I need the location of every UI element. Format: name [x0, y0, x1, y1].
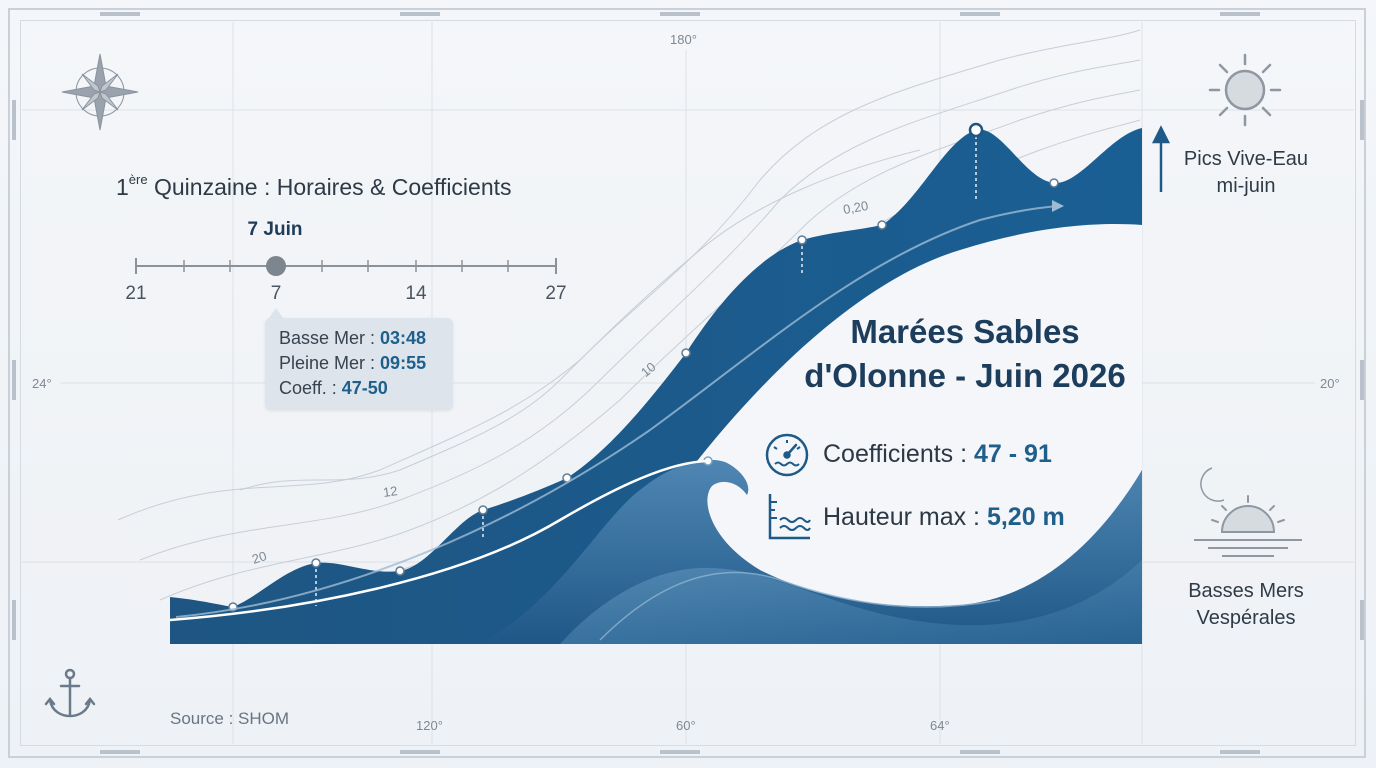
source-label: Source : SHOM — [170, 709, 290, 728]
degree-label-bottom-2: 60° — [676, 718, 696, 733]
cutout-sweep — [690, 224, 1142, 625]
flow-line-upper — [175, 205, 1059, 618]
degree-label-bottom-3: 64° — [930, 718, 950, 733]
heading-prefix: 1 — [116, 174, 129, 200]
wave-crest-line — [169, 459, 709, 622]
sunset-icon — [1194, 495, 1302, 557]
wave-inner-light — [560, 560, 1142, 644]
peak-markers — [228, 122, 1059, 612]
degree-label-left: 24° — [32, 376, 52, 391]
outer-frame — [8, 8, 1366, 758]
timeline-tick-label[interactable]: 27 — [545, 283, 567, 304]
compass-rose-icon — [61, 53, 139, 131]
contour-label-12: 12 — [382, 483, 399, 500]
tide-tooltip: Basse Mer : 03:48 Pleine Mer : 09:55 Coe… — [265, 318, 453, 410]
tooltip-row-low: Basse Mer : 03:48 — [279, 328, 427, 348]
low-tide-label: Basses Mers Vespérales — [1188, 580, 1304, 629]
degree-label-bottom-1: 120° — [416, 718, 443, 733]
water-level-icon — [768, 494, 811, 540]
tooltip-row-coef: Coeff. : 47-50 — [279, 378, 388, 398]
coefficients-stat: Coefficients : 47 - 91 — [823, 440, 1052, 468]
wave-lower-line — [599, 571, 1001, 641]
timeline-handle — [266, 256, 286, 276]
title-line-2: d'Olonne - Juin 2026 — [804, 357, 1126, 394]
heading-sup: ère — [128, 172, 148, 187]
timeline-tick-label[interactable]: 14 — [405, 283, 427, 304]
timeline-tick-label[interactable]: 7 — [270, 283, 282, 304]
heading-text: Quinzaine : Horaires & Coefficients — [147, 174, 512, 200]
section-heading: 1ère Quinzaine : Horaires & Coefficients — [116, 172, 512, 201]
timeline — [135, 258, 557, 274]
peak-label: Pics Vive-Eau mi-juin — [1183, 148, 1309, 197]
inner-frame — [20, 20, 1356, 746]
flow-arrow-head — [1052, 200, 1064, 212]
tooltip-row-high: Pleine Mer : 09:55 — [279, 353, 427, 373]
moon-icon — [1200, 467, 1225, 502]
page-title: Marées Sables d'Olonne - Juin 2026 — [790, 310, 1140, 398]
sun-icon — [1208, 53, 1282, 127]
degree-label-top: 180° — [670, 32, 697, 47]
degree-label-right: 20° — [1320, 376, 1340, 391]
gauge-icon — [765, 433, 809, 477]
anchor-icon — [44, 668, 96, 718]
selected-date-label: 7 Juin — [247, 219, 303, 240]
timeline-tick-label[interactable]: 21 — [125, 283, 147, 304]
frame-ticks — [12, 12, 1364, 754]
title-line-1: Marées Sables — [850, 313, 1080, 350]
max-height-stat: Hauteur max : 5,20 m — [823, 503, 1065, 531]
arrow-up-icon — [1151, 125, 1171, 192]
